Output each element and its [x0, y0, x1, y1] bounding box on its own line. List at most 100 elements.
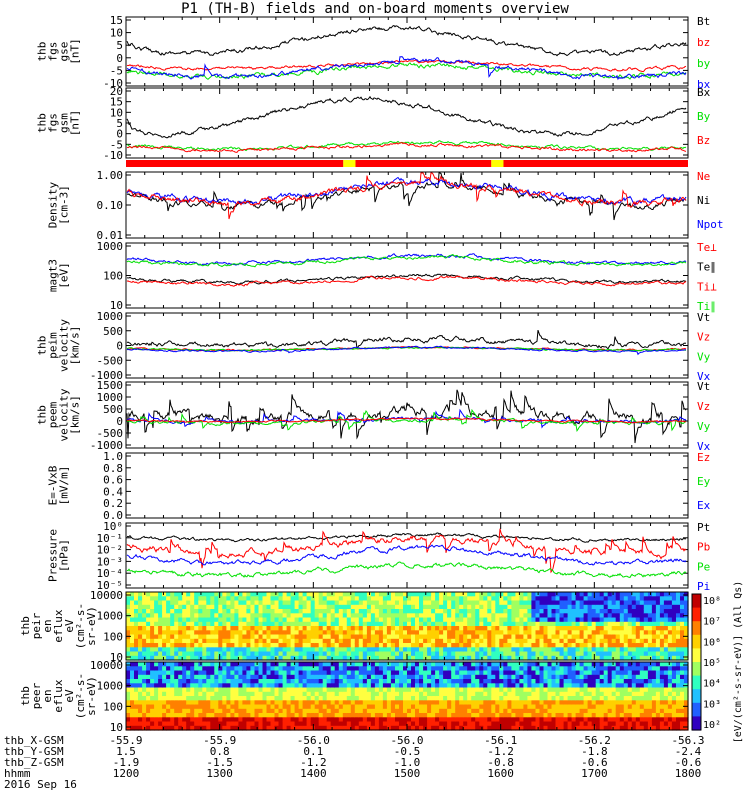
heatmap-cell: [354, 670, 360, 676]
heatmap-cell: [611, 713, 617, 718]
heatmap-cell: [543, 630, 549, 636]
heatmap-cell: [270, 704, 276, 710]
heatmap-cell: [475, 643, 480, 648]
heatmap-cell: [226, 638, 231, 644]
heatmap-cell: [479, 617, 484, 623]
heatmap-cell: [306, 674, 312, 680]
heatmap-cell: [234, 674, 239, 680]
heatmap-cell: [226, 691, 231, 697]
heatmap-cell: [555, 687, 561, 693]
heatmap-cell: [334, 630, 340, 636]
heatmap-cell: [395, 647, 400, 653]
heatmap-cell: [242, 683, 247, 689]
heatmap-cell: [607, 609, 613, 614]
heatmap-cell: [214, 717, 219, 723]
heatmap-cell: [523, 621, 528, 627]
heatmap-cell: [202, 679, 207, 684]
heatmap-cell: [583, 630, 589, 636]
heatmap-cell: [403, 687, 408, 693]
heatmap-cell: [419, 604, 424, 610]
heatmap-cell: [491, 643, 496, 648]
heatmap-cell: [487, 670, 492, 676]
heatmap-cell: [639, 613, 645, 619]
heatmap-cell: [475, 717, 480, 723]
heatmap-cell: [238, 634, 243, 640]
heatmap-cell: [346, 655, 352, 661]
heatmap-cell: [607, 700, 613, 706]
heatmap-cell: [439, 713, 444, 718]
heatmap-cell: [684, 617, 689, 623]
heatmap-cell: [407, 655, 412, 661]
heatmap-cell: [539, 670, 545, 676]
heatmap-cell: [491, 617, 496, 623]
heatmap-cell: [278, 666, 284, 672]
heatmap-cell: [250, 609, 255, 614]
heatmap-cell: [643, 621, 649, 627]
heatmap-cell: [206, 670, 211, 676]
heatmap-cell: [435, 592, 440, 597]
heatmap-cell: [487, 713, 492, 718]
heatmap-cell: [150, 683, 155, 689]
heatmap-cell: [435, 717, 440, 723]
heatmap-cell: [282, 600, 288, 606]
heatmap-cell: [595, 600, 601, 606]
series-blue-line: [126, 176, 687, 207]
heatmap-cell: [623, 626, 629, 631]
heatmap-cell: [395, 600, 400, 606]
heatmap-cell: [238, 651, 243, 657]
heatmap-cell: [214, 683, 219, 689]
heatmap-cell: [206, 725, 211, 731]
heatmap-cell: [467, 704, 472, 710]
heatmap-cell: [346, 670, 352, 676]
heatmap-cell: [527, 717, 532, 723]
heatmap-cell: [366, 613, 372, 619]
heatmap-cell: [310, 634, 316, 640]
heatmap-cell: [427, 647, 432, 653]
heatmap-cell: [230, 725, 235, 731]
heatmap-cell: [623, 634, 629, 640]
heatmap-cell: [170, 596, 175, 602]
y-tick-label: 10: [110, 106, 123, 119]
heatmap-cell: [154, 609, 159, 614]
heatmap-cell: [330, 600, 336, 606]
heatmap-cell: [459, 696, 464, 701]
heatmap-cell: [222, 713, 227, 718]
heatmap-cell: [346, 704, 352, 710]
heatmap-cell: [298, 655, 304, 661]
heatmap-cell: [354, 621, 360, 627]
heatmap-cell: [627, 600, 633, 606]
heatmap-cell: [330, 696, 336, 701]
heatmap-cell: [390, 596, 396, 602]
heatmap-cell: [334, 643, 340, 648]
heatmap-cell: [258, 691, 264, 697]
heatmap-cell: [431, 617, 436, 623]
heatmap-cell: [591, 691, 597, 697]
heatmap-cell: [459, 643, 464, 648]
heatmap-cell: [162, 704, 167, 710]
heatmap-cell: [230, 655, 235, 661]
heatmap-cell: [543, 596, 549, 602]
heatmap-cell: [270, 613, 276, 619]
heatmap-cell: [684, 638, 689, 644]
heatmap-cell: [358, 683, 364, 689]
heatmap-cell: [551, 638, 557, 644]
heatmap-cell: [170, 674, 175, 680]
heatmap-cell: [395, 670, 400, 676]
heatmap-cell: [527, 621, 532, 627]
heatmap-cell: [499, 687, 504, 693]
heatmap-cell: [623, 609, 629, 614]
heatmap-cell: [567, 634, 573, 640]
heatmap-cell: [170, 609, 175, 614]
heatmap-cell: [254, 647, 260, 653]
heatmap-cell: [290, 683, 296, 689]
heatmap-cell: [354, 604, 360, 610]
heatmap-cell: [507, 655, 512, 661]
heatmap-cell: [146, 600, 151, 606]
heatmap-cell: [330, 617, 336, 623]
heatmap-cell: [174, 609, 179, 614]
heatmap-cell: [435, 683, 440, 689]
heatmap-cell: [370, 617, 376, 623]
heatmap-cell: [467, 679, 472, 684]
heatmap-cell: [302, 600, 308, 606]
heatmap-cell: [390, 679, 396, 684]
